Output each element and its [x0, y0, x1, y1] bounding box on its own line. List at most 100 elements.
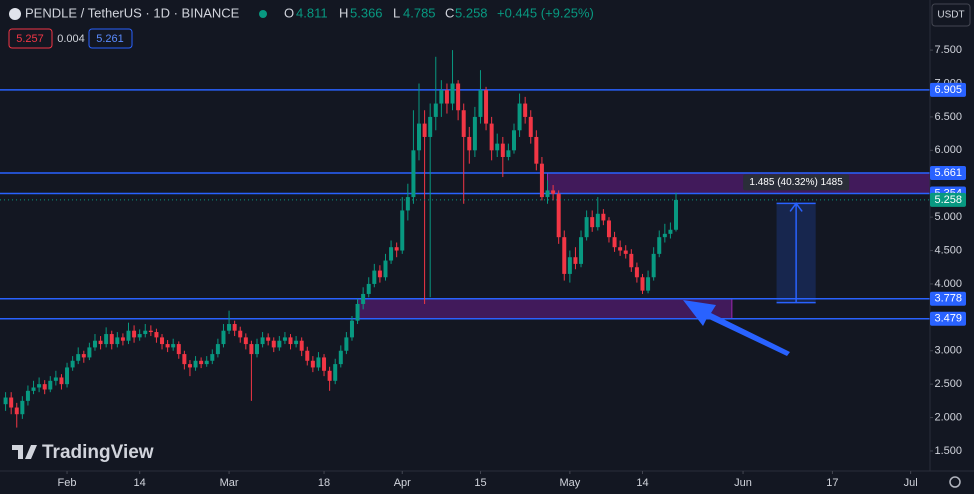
candle-body — [338, 350, 343, 365]
candle-body — [9, 397, 14, 408]
candle-body — [489, 123, 494, 151]
candle-body — [76, 354, 81, 361]
candle-body — [232, 324, 237, 331]
currency-button[interactable] — [931, 3, 971, 27]
x-tick-label: Apr — [394, 477, 411, 489]
candle-body — [182, 354, 187, 365]
candle-body — [506, 150, 511, 157]
candle-body — [199, 360, 204, 365]
candle-body — [545, 190, 550, 198]
candle-body — [126, 330, 131, 341]
x-tick-label: 17 — [826, 477, 838, 489]
status-dot — [259, 10, 267, 18]
chart-title: PENDLE / TetherUS · 1D · BINANCE — [25, 5, 240, 20]
brand: TradingView — [42, 442, 154, 463]
zone — [547, 172, 931, 194]
y-tick-label: 2.500 — [934, 378, 962, 390]
y-tick-label: 3.000 — [934, 345, 962, 357]
settings-icon[interactable] — [949, 476, 961, 488]
x-tick-label: Feb — [58, 477, 77, 489]
candle-body — [70, 360, 75, 368]
candle-body — [31, 387, 36, 391]
candle-body — [461, 110, 466, 137]
x-tick-label: Jul — [904, 477, 918, 489]
measure-label-bg — [743, 174, 850, 191]
logo-icon — [12, 445, 37, 459]
candle-body — [433, 103, 438, 117]
candle-body — [120, 337, 125, 341]
candle-body — [618, 247, 623, 251]
candle-body — [456, 83, 461, 111]
candle-body — [674, 199, 679, 230]
candle-body — [383, 260, 388, 278]
candle-body — [634, 267, 639, 278]
last-price-bg — [930, 192, 966, 207]
candle-body — [210, 354, 215, 361]
candle-body — [109, 334, 114, 345]
candle-body — [646, 277, 651, 291]
change: +0.445 (+9.25%) — [497, 5, 594, 20]
candle-body — [333, 364, 338, 381]
candle-body — [551, 190, 556, 194]
candle-body — [444, 90, 449, 104]
candle-body — [400, 210, 405, 251]
candle-body — [277, 340, 282, 348]
candle-body — [187, 364, 192, 368]
candle-body — [629, 253, 634, 268]
candle-body — [422, 123, 427, 137]
candle-body — [294, 340, 299, 345]
candle-body — [165, 344, 170, 348]
level-label-bg — [930, 311, 966, 326]
currency: USDT — [937, 10, 964, 21]
candle-body — [361, 293, 366, 304]
candle-body — [305, 350, 310, 361]
x-tick-label: 14 — [134, 477, 146, 489]
spread: 0.004 — [57, 33, 85, 45]
zone — [357, 298, 733, 320]
ohlc-value: 5.366 — [350, 5, 383, 20]
candle-body — [523, 103, 528, 117]
y-tick-label: 7.500 — [934, 44, 962, 56]
bid-box[interactable] — [8, 28, 53, 49]
candle-body — [254, 344, 259, 355]
x-tick-label: 14 — [636, 477, 648, 489]
level-label: 3.479 — [934, 313, 962, 325]
candle-body — [132, 330, 137, 338]
candle-body — [389, 247, 394, 261]
candle-body — [104, 334, 109, 345]
candle-body — [511, 130, 516, 151]
ohlc-label: H — [339, 5, 348, 20]
level-label: 6.905 — [934, 84, 962, 96]
candle-body — [92, 340, 97, 348]
candle-body — [394, 247, 399, 251]
candle-body — [556, 193, 561, 238]
y-tick-label: 6.500 — [934, 111, 962, 123]
candle-body — [651, 253, 656, 278]
candle-body — [271, 340, 276, 348]
level-label: 5.661 — [934, 167, 962, 179]
candle-body — [299, 340, 304, 351]
candle-body — [601, 213, 606, 221]
candle-body — [176, 344, 181, 355]
candle-body — [484, 90, 489, 124]
x-tick-label: 15 — [474, 477, 486, 489]
candle-body — [20, 400, 25, 415]
candle-body — [25, 390, 30, 401]
level-label-bg — [930, 165, 966, 180]
candle-body — [372, 270, 377, 284]
candle-body — [227, 324, 232, 331]
y-tick-label: 2.000 — [934, 411, 962, 423]
candle-body — [472, 116, 477, 151]
candle-body — [606, 220, 611, 238]
candle-body — [160, 337, 165, 345]
candle-body — [37, 384, 42, 388]
ohlc-label: C — [445, 5, 454, 20]
candle-body — [266, 337, 271, 341]
candle-body — [405, 197, 410, 211]
x-tick-label: 18 — [318, 477, 330, 489]
candle-body — [143, 330, 148, 335]
candle-body — [623, 250, 628, 254]
ask-box[interactable] — [88, 28, 133, 49]
candle-body — [500, 143, 505, 157]
